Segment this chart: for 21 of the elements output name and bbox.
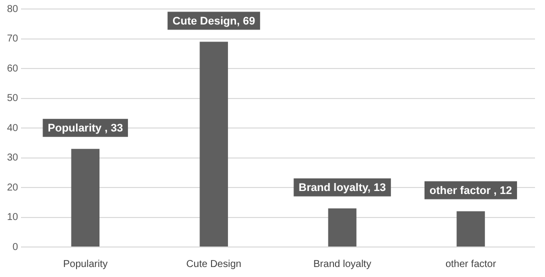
x-tick-label: Cute Design <box>186 258 242 270</box>
data-label: Popularity , 33 <box>48 122 123 134</box>
y-tick-label: 70 <box>7 34 19 44</box>
bar <box>71 148 100 246</box>
x-tick-label: Popularity <box>63 258 108 270</box>
bar <box>328 208 356 246</box>
y-tick-label: 80 <box>7 4 19 15</box>
y-tick-label: 10 <box>7 212 19 223</box>
y-tick-label: 0 <box>12 242 19 253</box>
y-tick-label: 20 <box>7 182 19 194</box>
data-label: other factor , 12 <box>430 184 512 197</box>
y-tick-label: 60 <box>7 63 19 74</box>
data-label: Cute Design, 69 <box>172 15 256 28</box>
y-tick-label: 50 <box>7 93 19 104</box>
x-tick-label: Brand loyalty <box>313 258 372 270</box>
data-label: Brand loyalty, 13 <box>298 182 386 194</box>
x-tick-label: other factor <box>445 258 497 270</box>
bar <box>456 211 485 246</box>
bar <box>200 42 228 246</box>
y-tick-label: 30 <box>7 152 19 164</box>
y-tick-label: 40 <box>7 122 19 134</box>
